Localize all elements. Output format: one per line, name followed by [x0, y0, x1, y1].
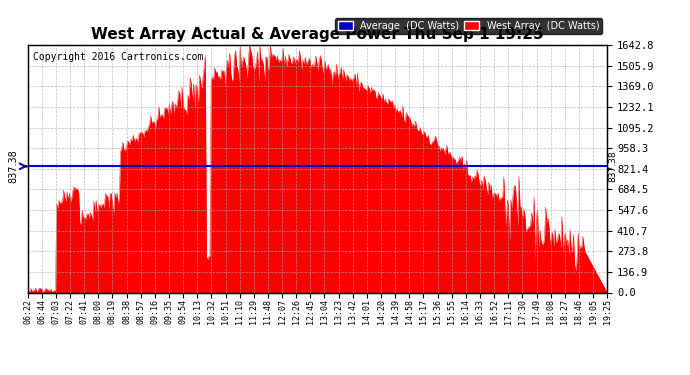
- Title: West Array Actual & Average Power Thu Sep 1 19:25: West Array Actual & Average Power Thu Se…: [91, 27, 544, 42]
- Text: 837.38: 837.38: [608, 150, 617, 182]
- Text: Copyright 2016 Cartronics.com: Copyright 2016 Cartronics.com: [33, 53, 204, 62]
- Legend: Average  (DC Watts), West Array  (DC Watts): Average (DC Watts), West Array (DC Watts…: [335, 18, 602, 33]
